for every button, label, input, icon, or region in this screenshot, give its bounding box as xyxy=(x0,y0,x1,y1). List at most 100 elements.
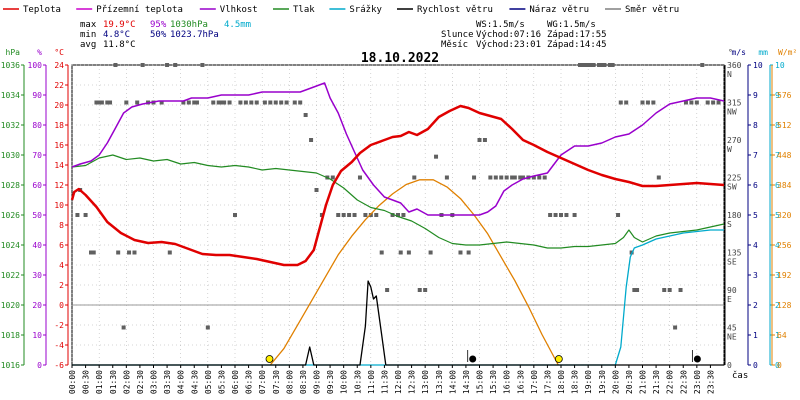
wind-direction-point xyxy=(352,213,357,217)
wind-direction-point xyxy=(406,250,411,255)
wind-direction-point xyxy=(678,288,683,292)
axis-tick-label: 30 xyxy=(32,271,42,280)
sunset-marker xyxy=(554,355,563,363)
legend-item: Teplota xyxy=(3,5,61,15)
x-tick-label: 15:00 xyxy=(476,370,485,394)
wind-direction-point xyxy=(477,138,482,142)
wind-direction-point xyxy=(705,100,710,105)
wind-direction-point xyxy=(618,100,623,105)
x-tick-label: 00:00 xyxy=(68,370,77,394)
axis-tick-label: 64 xyxy=(777,331,787,340)
x-tick-label: 17:00 xyxy=(530,370,539,394)
wind-direction-point xyxy=(219,100,224,105)
axis-tick-label: 315 xyxy=(727,99,742,108)
moon-label: Měsíc xyxy=(441,40,468,50)
axis-pct: 0 10 20 30 40 50 60 70 80 90 100% xyxy=(28,48,47,370)
axis-tick-label: 60 xyxy=(32,181,42,190)
x-tick-label: 08:00 xyxy=(285,370,294,394)
x-tick-label: 14:00 xyxy=(448,370,457,394)
x-tick-label: 21:00 xyxy=(639,370,648,394)
wind-direction-point xyxy=(89,250,94,255)
axis-tick-label: 80 xyxy=(32,121,42,130)
wind-direction-point xyxy=(159,100,164,105)
wind-direction-point xyxy=(379,250,384,255)
stats-max-label: max xyxy=(80,20,97,30)
series-teplota xyxy=(70,104,725,267)
axis-tick-label: 7 xyxy=(775,151,780,160)
wind-direction-point xyxy=(689,100,694,105)
axis-tick-label: 50 xyxy=(32,211,42,220)
axis-tick-label: 10 xyxy=(54,201,64,210)
axis-tick-label: 3 xyxy=(753,271,758,280)
axis-tick-sublabel: S xyxy=(727,220,732,229)
wind-direction-point xyxy=(105,100,110,105)
x-tick-label: 03:30 xyxy=(163,370,172,394)
wind-direction-point xyxy=(510,175,515,180)
x-tick-label: 18:00 xyxy=(557,370,566,394)
wind-direction-point xyxy=(673,325,678,330)
axis-tick-label: 8 xyxy=(753,121,758,130)
x-tick-label: 10:30 xyxy=(353,370,362,394)
sun-label: Slunce xyxy=(441,30,474,40)
stats-min-press: 1023.7hPa xyxy=(170,30,219,40)
axis-tick-label: 5 xyxy=(753,211,758,220)
axis-tick-label: -4 xyxy=(54,341,64,350)
moonrise-marker xyxy=(693,355,701,363)
x-tick-label: 02:00 xyxy=(122,370,131,394)
wind-direction-series xyxy=(75,63,721,330)
wind-direction-point xyxy=(572,213,577,217)
x-tick-label: 19:30 xyxy=(598,370,607,394)
wind-direction-point xyxy=(165,63,170,67)
wind-direction-point xyxy=(116,250,121,255)
axis-tick-label: 6 xyxy=(775,181,780,190)
wind-direction-point xyxy=(662,288,667,292)
legend-label: Směr větru xyxy=(625,5,679,15)
stats-avg-label: avg xyxy=(80,40,96,50)
axis-tick-label: 1018 xyxy=(1,331,20,340)
wind-direction-point xyxy=(564,213,569,217)
wind-direction-point xyxy=(423,288,428,292)
axis-tick-label: -6 xyxy=(54,361,64,370)
axis-tick-label: 6 xyxy=(753,181,758,190)
wind-direction-point xyxy=(167,250,172,255)
wind-direction-point xyxy=(537,175,542,180)
legend-item: Přízemní teplota xyxy=(76,5,183,15)
axis-tick-label: 16 xyxy=(54,141,64,150)
wind-direction-point xyxy=(222,100,227,105)
series-slune-n-z-en- xyxy=(269,179,559,366)
axis-tick-label: 90 xyxy=(727,286,737,295)
sunrise-marker xyxy=(265,355,274,363)
wind-direction-point xyxy=(586,63,591,67)
wind-direction-point xyxy=(499,175,504,180)
x-tick-label: 21:30 xyxy=(652,370,661,394)
stats-min-temp: 4.8°C xyxy=(103,30,130,40)
wind-direction-point xyxy=(599,63,604,67)
axis-unit: m/s xyxy=(732,48,747,57)
x-tick-label: 04:00 xyxy=(177,370,186,394)
legend-label: Tlak xyxy=(293,5,315,15)
legend-label: Vlhkost xyxy=(220,5,258,15)
axis-tick-label: 225 xyxy=(727,174,742,183)
wind-direction-point xyxy=(303,113,308,117)
wind-direction-point xyxy=(249,100,254,105)
wind-direction-point xyxy=(493,175,498,180)
axis-tick-label: 448 xyxy=(777,151,792,160)
x-tick-label: 11:30 xyxy=(380,370,389,394)
wind-direction-point xyxy=(91,250,96,255)
wind-direction-point xyxy=(610,63,615,67)
x-tick-label: 19:00 xyxy=(584,370,593,394)
series-vlhkost xyxy=(71,82,725,216)
wind-direction-point xyxy=(94,100,99,105)
wind-direction-point xyxy=(314,188,319,192)
x-axis: 00:00 00:30 01:00 01:30 02:00 02:30 03:00 03:30… xyxy=(68,365,715,394)
legend-item: Vlhkost xyxy=(199,5,258,15)
wind-direction-point xyxy=(273,100,278,105)
x-tick-label: 23:00 xyxy=(693,370,702,394)
wind-direction-point xyxy=(298,100,303,105)
wind-direction-point xyxy=(216,100,221,105)
wind-direction-point xyxy=(645,100,650,105)
axis-tick-label: 360 xyxy=(727,61,742,70)
axis-tick-sublabel: SE xyxy=(727,258,737,267)
axis-tick-label: 384 xyxy=(777,181,792,190)
